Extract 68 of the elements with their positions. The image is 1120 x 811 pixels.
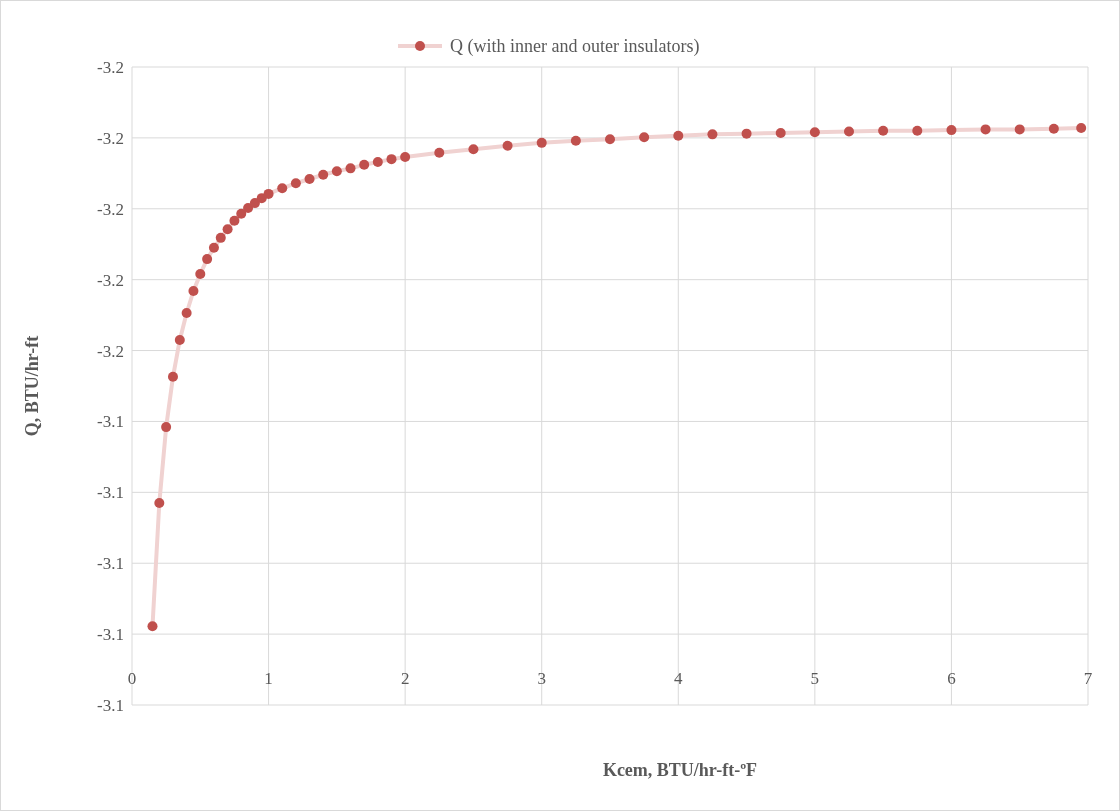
point: [195, 269, 206, 279]
point: [359, 159, 370, 170]
x-tick-label: 7: [1083, 668, 1093, 688]
point: [345, 163, 356, 174]
point: [673, 130, 684, 141]
point: [167, 371, 178, 382]
y-tick-label: -3.2: [97, 199, 124, 219]
y-tick-label: -3.1: [97, 483, 124, 503]
point: [980, 124, 991, 135]
legend-label: Q (with inner and outer insulators): [450, 36, 700, 58]
point: [188, 286, 199, 297]
y-axis-title: Q, BTU/hr-ft: [22, 335, 43, 437]
point: [208, 242, 219, 253]
x-tick-label: 3: [537, 668, 546, 688]
point: [809, 127, 820, 138]
point: [174, 334, 185, 345]
point: [290, 178, 301, 189]
point: [844, 126, 854, 137]
point: [161, 422, 172, 433]
point: [878, 125, 889, 136]
point: [202, 254, 213, 265]
y-tick-label: -3.1: [97, 695, 124, 715]
y-tick-label: -3.2: [97, 341, 124, 361]
y-tick-label: -3.1: [97, 412, 124, 432]
y-tick-label: -3.2: [97, 128, 124, 148]
x-tick-label: 0: [127, 668, 137, 688]
y-tick-label: -3.1: [97, 625, 124, 645]
y-tick-label: -3.2: [97, 270, 124, 290]
point: [605, 134, 615, 145]
x-axis-title: Kcem, BTU/hr-ft-ºF: [602, 760, 758, 781]
x-tick-label: 2: [400, 668, 410, 688]
point: [147, 621, 158, 632]
point: [400, 152, 411, 163]
point: [912, 125, 923, 136]
point: [154, 497, 165, 508]
x-tick-label: 1: [264, 668, 273, 688]
point: [775, 127, 786, 138]
point: [946, 125, 957, 136]
point: [741, 128, 752, 139]
x-tick-label: 4: [674, 668, 684, 688]
x-tick-label: 6: [947, 668, 956, 688]
point: [1014, 124, 1025, 135]
point: [707, 129, 718, 140]
point: [372, 156, 383, 167]
point: [222, 224, 233, 235]
point: [331, 166, 342, 177]
point: [1048, 123, 1059, 134]
point: [277, 183, 288, 194]
point: [229, 215, 240, 226]
point: [386, 154, 397, 165]
point: [236, 208, 247, 219]
point: [318, 169, 329, 180]
point: [215, 232, 226, 243]
point: [263, 188, 274, 199]
point: [434, 147, 445, 158]
point: [181, 307, 192, 318]
point: [249, 198, 260, 209]
point: [536, 137, 547, 148]
x-tick-label: 5: [810, 668, 820, 688]
y-tick-label: -3.1: [97, 554, 124, 574]
point: [1076, 122, 1087, 133]
point: [243, 203, 254, 214]
point: [639, 132, 650, 143]
point: [570, 135, 581, 146]
point: [502, 140, 513, 151]
point: [468, 144, 479, 155]
y-tick-label: -3.2: [97, 57, 124, 77]
point: [304, 174, 315, 184]
